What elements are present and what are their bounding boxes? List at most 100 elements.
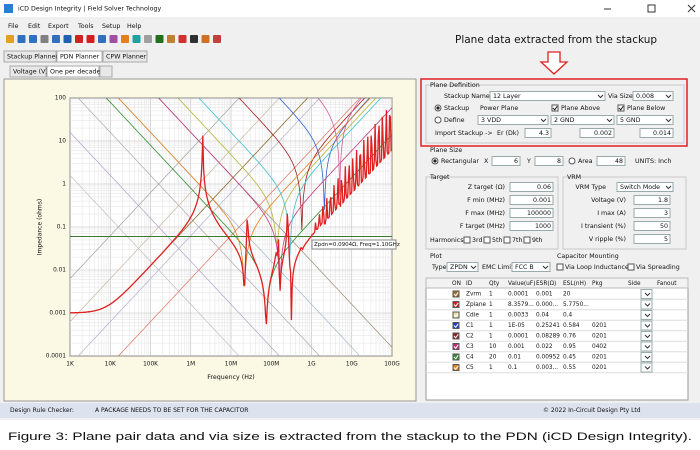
tab[interactable] [56,50,103,63]
toolbar-button[interactable] [6,35,14,43]
input-box[interactable] [633,208,671,218]
toolbar-button[interactable] [178,35,187,43]
menu-item[interactable]: Tools [77,23,94,30]
label[interactable]: Rectangular [441,158,479,165]
label[interactable]: Define [444,117,465,124]
subtab-label[interactable]: Voltage (V) [13,69,48,76]
menu-item[interactable]: Edit [28,23,41,30]
input-box[interactable] [639,128,674,138]
checkbox[interactable] [483,236,491,244]
toolbar-button[interactable] [109,35,118,43]
toolbar-button[interactable] [98,35,106,43]
radio[interactable] [434,116,442,124]
subtab-label[interactable]: One per decade [50,69,100,76]
checkbox[interactable] [452,343,460,350]
curve [70,175,240,356]
dropdown[interactable] [511,262,551,272]
input-box[interactable] [633,195,671,205]
dropdown[interactable] [616,182,674,192]
toolbar-button[interactable] [86,35,95,43]
dropdown[interactable] [616,115,674,125]
label[interactable]: 9th [532,237,542,244]
tab[interactable] [102,50,148,63]
label[interactable]: Stackup [444,105,469,112]
toolbar-button[interactable] [132,35,141,43]
input-box[interactable] [534,156,564,166]
label[interactable]: Plane Above [561,105,600,112]
checkbox[interactable] [617,104,625,112]
label[interactable]: Via Loop Inductance [565,264,629,271]
checkbox[interactable] [556,263,564,271]
tab-label[interactable]: Stackup Planner [7,54,58,61]
toolbar-button[interactable] [52,35,60,43]
input-box[interactable] [596,156,626,166]
menu-item[interactable]: Export [48,23,69,30]
toolbar-button[interactable] [75,35,83,43]
input-box[interactable] [524,128,552,138]
table-cell: 0.0033 [508,313,529,319]
toolbar-button[interactable] [144,35,152,43]
checkbox[interactable] [551,104,559,112]
input-box[interactable] [509,182,554,192]
checkbox[interactable] [452,301,460,308]
toolbar-button[interactable] [190,35,198,43]
toolbar-button[interactable] [40,35,49,43]
checkbox[interactable] [452,311,460,319]
input-box[interactable] [509,221,554,231]
radio[interactable] [568,157,576,165]
checkbox[interactable] [463,236,471,244]
dropdown[interactable] [632,91,674,101]
input-box[interactable] [491,156,521,166]
toolbar-button[interactable] [63,35,72,43]
input-box[interactable] [509,208,554,218]
label[interactable]: Via Spreading [636,264,680,271]
tab[interactable] [3,50,57,63]
checkbox[interactable] [523,236,531,244]
checkbox[interactable] [452,322,460,329]
checkbox[interactable] [452,332,460,340]
dropdown[interactable] [446,262,479,272]
menu-item[interactable]: Help [127,23,141,30]
toolbar-button[interactable] [121,35,129,43]
input-box[interactable] [633,234,671,244]
input-box[interactable] [633,221,671,231]
menu-item[interactable]: Setup [102,23,120,30]
dropdown[interactable] [489,91,606,101]
label[interactable]: 3rd [472,237,482,244]
label[interactable]: Plane Below [627,105,665,112]
input-value: 0.06 [537,184,551,191]
tab-label[interactable]: PDN Planner [60,54,100,61]
dropdown[interactable] [550,115,615,125]
dropdown-value: 12 Layer [493,93,521,100]
subtab[interactable] [9,65,47,78]
table-cell: 0.584 [563,323,580,329]
close-button[interactable] [687,4,696,13]
checkbox[interactable] [452,353,460,361]
toolbar-button[interactable] [167,35,175,43]
checkbox[interactable] [452,290,460,298]
menu-item[interactable]: File [8,23,19,30]
input-box[interactable] [509,195,554,205]
toolbar-button[interactable] [213,35,221,43]
subtab[interactable] [46,65,100,78]
input-value: 4.3 [539,130,549,137]
checkbox[interactable] [627,263,635,271]
input-box[interactable] [579,128,615,138]
dropdown[interactable] [477,115,549,125]
tab-label[interactable]: CPW Planner [106,54,147,61]
subtab-add[interactable] [99,65,113,78]
toolbar-button[interactable] [201,35,210,43]
annotation: Plane data extracted from the stackup [455,34,657,46]
label[interactable]: Area [578,158,593,165]
toolbar-button[interactable] [17,35,26,43]
label[interactable]: 5th [492,237,502,244]
toolbar-button[interactable] [29,35,37,43]
label[interactable]: 7th [512,237,522,244]
dropdown-arrow [644,313,651,318]
label: EMC Limit [482,264,514,271]
checkbox[interactable] [452,364,460,371]
dropdown-arrow [665,185,672,190]
maximize-button[interactable] [647,4,656,13]
checkbox[interactable] [503,236,511,244]
toolbar-button[interactable] [155,35,164,43]
